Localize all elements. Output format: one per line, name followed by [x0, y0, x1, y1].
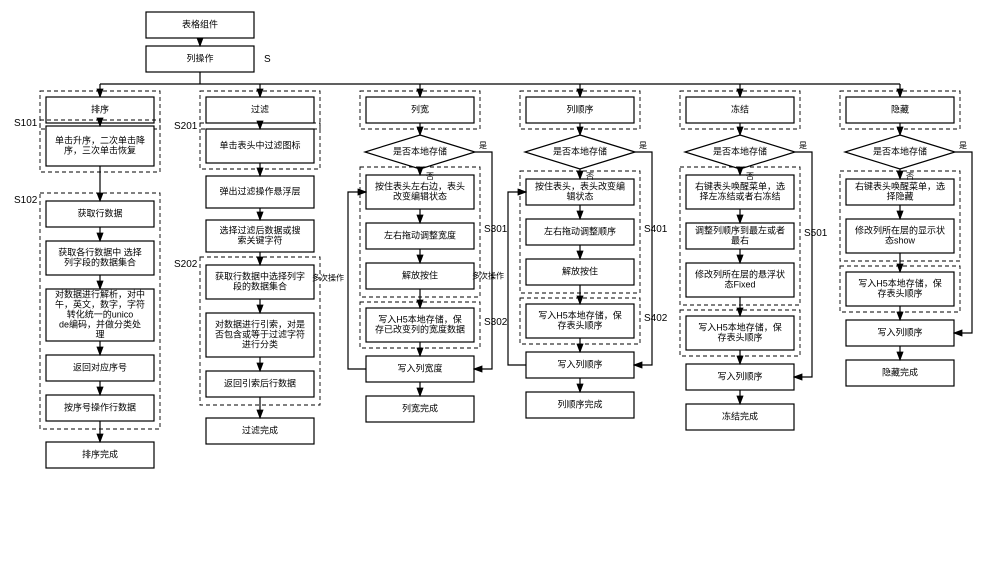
svg-text:S401: S401 — [644, 224, 668, 235]
svg-text:隐藏: 隐藏 — [891, 103, 909, 114]
svg-text:左右拖动调整宽度: 左右拖动调整宽度 — [384, 229, 456, 240]
svg-text:多次操作: 多次操作 — [472, 271, 504, 281]
svg-text:列宽: 列宽 — [411, 103, 429, 114]
svg-text:是: 是 — [479, 141, 487, 150]
svg-text:排序完成: 排序完成 — [82, 448, 118, 459]
svg-text:按序号操作行数据: 按序号操作行数据 — [64, 401, 136, 412]
svg-text:列字段的数据集合: 列字段的数据集合 — [64, 256, 136, 267]
svg-text:冻结: 冻结 — [731, 103, 749, 114]
flowchart: 表格组件列操作 S 排序 过滤 列宽 列顺序 冻结 隐藏单击升序，二次单击降序，三次单击恢复 S… — [0, 0, 1000, 574]
svg-text:列操作: 列操作 — [186, 52, 213, 63]
svg-text:午，英文，数字，字符: 午，英文，数字，字符 — [55, 298, 145, 309]
svg-text:弹出过滤操作悬浮层: 弹出过滤操作悬浮层 — [219, 185, 300, 196]
svg-text:对数据进行解析，对中: 对数据进行解析，对中 — [55, 288, 145, 299]
svg-text:隐藏完成: 隐藏完成 — [882, 366, 918, 377]
svg-text:选择过滤后数据或搜: 选择过滤后数据或搜 — [219, 224, 300, 235]
svg-text:改变编辑状态: 改变编辑状态 — [393, 190, 447, 201]
svg-text:否: 否 — [746, 172, 754, 181]
svg-text:单击升序，二次单击降: 单击升序，二次单击降 — [55, 134, 145, 145]
svg-text:冻结完成: 冻结完成 — [722, 410, 758, 421]
svg-text:是: 是 — [959, 141, 967, 150]
svg-text:是否本地存储: 是否本地存储 — [873, 145, 927, 156]
svg-text:态show: 态show — [885, 234, 916, 245]
svg-text:否包含或等于过滤字符: 否包含或等于过滤字符 — [215, 328, 305, 339]
svg-text:S101: S101 — [14, 118, 38, 129]
svg-text:按住表头，表头改变编: 按住表头，表头改变编 — [535, 180, 625, 191]
svg-text:否: 否 — [586, 172, 594, 181]
svg-text:存表头顺序: 存表头顺序 — [877, 287, 922, 298]
svg-text:S301: S301 — [484, 224, 508, 235]
svg-text:否: 否 — [426, 172, 434, 181]
svg-text:表格组件: 表格组件 — [182, 18, 218, 29]
svg-text:单击表头中过滤图标: 单击表头中过滤图标 — [219, 139, 300, 150]
svg-text:否: 否 — [906, 172, 914, 181]
svg-text:获取行数据: 获取行数据 — [77, 207, 122, 218]
svg-text:解放按住: 解放按住 — [562, 265, 598, 276]
svg-text:写入列顺序: 写入列顺序 — [717, 370, 762, 381]
svg-text:是否本地存储: 是否本地存储 — [393, 145, 447, 156]
svg-text:S501: S501 — [804, 228, 828, 239]
svg-text:写入H5本地存储，保: 写入H5本地存储，保 — [378, 313, 462, 324]
svg-text:排序: 排序 — [91, 103, 109, 114]
svg-text:态Fixed: 态Fixed — [724, 278, 755, 289]
svg-text:择左冻结或者右冻结: 择左冻结或者右冻结 — [699, 190, 780, 201]
svg-text:进行分类: 进行分类 — [242, 338, 278, 349]
svg-text:写入H5本地存储，保: 写入H5本地存储，保 — [858, 277, 942, 288]
svg-text:右键表头唤醒菜单，选: 右键表头唤醒菜单，选 — [855, 180, 945, 191]
svg-text:获取各行数据中 选择: 获取各行数据中 选择 — [58, 246, 142, 257]
svg-text:对数据进行引索，对是: 对数据进行引索，对是 — [215, 318, 305, 329]
svg-text:写入H5本地存储，保: 写入H5本地存储，保 — [538, 309, 622, 320]
svg-text:S302: S302 — [484, 317, 508, 328]
svg-text:修改列所在层的显示状: 修改列所在层的显示状 — [855, 224, 945, 235]
svg-text:索关键字符: 索关键字符 — [237, 234, 282, 245]
svg-text:返回对应序号: 返回对应序号 — [73, 361, 127, 372]
svg-text:多次操作: 多次操作 — [312, 273, 344, 283]
svg-text:S202: S202 — [174, 259, 198, 270]
svg-text:S201: S201 — [174, 121, 198, 132]
svg-text:列顺序完成: 列顺序完成 — [557, 398, 602, 409]
svg-text:存表头顺序: 存表头顺序 — [717, 331, 762, 342]
svg-text:最右: 最右 — [731, 234, 749, 245]
svg-text:右键表头唤醒菜单，选: 右键表头唤醒菜单，选 — [695, 180, 785, 191]
svg-text:de编码，并做分类处: de编码，并做分类处 — [59, 318, 141, 329]
svg-text:过滤: 过滤 — [251, 103, 269, 114]
svg-text:存表头顺序: 存表头顺序 — [557, 319, 602, 330]
svg-text:择隐藏: 择隐藏 — [886, 190, 913, 201]
svg-text:返回引索后行数据: 返回引索后行数据 — [224, 377, 296, 388]
svg-text:写入列顺序: 写入列顺序 — [557, 358, 602, 369]
svg-text:段的数据集合: 段的数据集合 — [233, 280, 287, 291]
svg-text:序，三次单击恢复: 序，三次单击恢复 — [64, 144, 136, 155]
svg-text:列宽完成: 列宽完成 — [402, 402, 438, 413]
svg-text:存已改变列的宽度数据: 存已改变列的宽度数据 — [375, 323, 465, 334]
svg-text:写入列顺序: 写入列顺序 — [877, 326, 922, 337]
svg-text:按住表头左右边，表头: 按住表头左右边，表头 — [375, 180, 465, 191]
svg-text:是: 是 — [799, 141, 807, 150]
svg-text:是否本地存储: 是否本地存储 — [553, 145, 607, 156]
svg-text:调整列顺序到最左或者: 调整列顺序到最左或者 — [695, 224, 785, 235]
svg-text:S: S — [264, 54, 271, 65]
svg-text:修改列所在层的悬浮状: 修改列所在层的悬浮状 — [695, 268, 785, 279]
svg-text:获取行数据中选择列字: 获取行数据中选择列字 — [215, 270, 305, 281]
svg-text:列顺序: 列顺序 — [566, 103, 593, 114]
svg-text:S102: S102 — [14, 195, 38, 206]
svg-text:是: 是 — [639, 141, 647, 150]
svg-text:写入列宽度: 写入列宽度 — [397, 362, 442, 373]
svg-text:解放按住: 解放按住 — [402, 269, 438, 280]
svg-text:理: 理 — [95, 329, 104, 339]
svg-text:转化统一的unico: 转化统一的unico — [67, 308, 134, 319]
svg-text:辑状态: 辑状态 — [566, 190, 593, 201]
svg-text:是否本地存储: 是否本地存储 — [713, 145, 767, 156]
svg-text:S402: S402 — [644, 313, 668, 324]
svg-text:过滤完成: 过滤完成 — [242, 424, 278, 435]
svg-text:左右拖动调整顺序: 左右拖动调整顺序 — [544, 225, 616, 236]
svg-text:写入H5本地存储，保: 写入H5本地存储，保 — [698, 321, 782, 332]
